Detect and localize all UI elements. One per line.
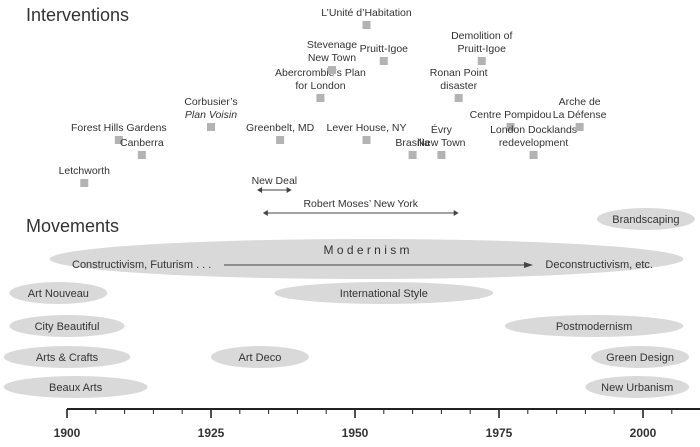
axis-tick-label-1950: 1950 — [342, 426, 369, 440]
modernism-arrow-head — [524, 262, 533, 268]
axis-tick-label-1975: 1975 — [486, 426, 513, 440]
modernism-start-label: Constructivism, Futurism . . . — [72, 259, 211, 271]
interventions-layer: Forest Hills Gardens Letchworth Canberra Co… — [59, 7, 607, 187]
movement-label-brandscaping: Brandscaping — [612, 214, 679, 226]
intervention-label-canberra: Canberra — [120, 137, 164, 149]
intervention-marker-unite-habitation — [362, 21, 371, 29]
intervention-label-ronan-point: disaster — [440, 80, 477, 92]
intervention-marker-letchworth — [80, 179, 89, 187]
movement-label-green-design: Green Design — [606, 352, 674, 364]
intervention-label-pruitt-igoe-demolition: Pruitt-Igoe — [457, 43, 506, 55]
intervention-label-unite-habitation: L’Unité d’Habitation — [321, 7, 412, 19]
intervention-marker-plan-voisin — [207, 123, 215, 131]
timeline-axis: 1900 1925 1950 1975 2000 — [54, 408, 700, 440]
movement-label-beaux-arts: Beaux Arts — [49, 382, 103, 394]
intervention-label-brasilia: Brasilia — [395, 137, 430, 149]
axis-tick-label-1900: 1900 — [54, 426, 81, 440]
intervention-label-evry: Évry — [431, 123, 453, 136]
intervention-marker-canberra — [137, 151, 146, 159]
movements-layer: M o d e r n i s m Constructivism, Futuris… — [3, 208, 695, 398]
movement-green-design — [591, 346, 690, 368]
intervention-marker-pruitt-igoe — [379, 57, 388, 65]
movement-label-new-urbanism: New Urbanism — [601, 382, 673, 394]
intervention-label-london-docklands: London Docklands — [490, 124, 577, 136]
intervention-marker-stevenage — [327, 66, 336, 74]
movement-label-art-deco: Art Deco — [239, 352, 282, 364]
modernism-ellipse — [49, 239, 684, 279]
span-arrow-end-robert-moses — [453, 210, 459, 216]
intervention-marker-london-docklands — [529, 151, 538, 159]
movement-label-postmodernism: Postmodernism — [556, 321, 632, 333]
spans-layer: New Deal Robert Moses’ New York — [252, 175, 459, 216]
intervention-label-pruitt-igoe-demolition: Demolition of — [451, 30, 512, 42]
intervention-label-forest-hills-gardens: Forest Hills Gardens — [71, 122, 167, 134]
movement-arts-crafts — [3, 346, 131, 368]
intervention-label-arche-defense: Arche de — [559, 96, 601, 108]
intervention-marker-pruitt-igoe-demolition — [477, 57, 486, 65]
intervention-marker-ronan-point — [454, 94, 463, 102]
intervention-label-stevenage: Stevenage — [307, 39, 357, 51]
movement-postmodernism — [504, 315, 684, 337]
intervention-label-lever-house: Lever House, NY — [327, 122, 407, 134]
intervention-label-evry: New Town — [417, 137, 465, 149]
movement-art-nouveau — [9, 282, 108, 304]
intervention-label-plan-voisin: Corbusier’s — [184, 96, 237, 108]
movement-brandscaping — [596, 208, 695, 230]
movement-label-international-style: International Style — [340, 288, 428, 300]
movement-label-city-beautiful: City Beautiful — [35, 321, 100, 333]
interventions-heading: Interventions — [26, 5, 129, 25]
movement-art-deco — [211, 346, 309, 368]
axis-tick-label-1925: 1925 — [198, 426, 225, 440]
intervention-label-ronan-point: Ronan Point — [430, 67, 488, 79]
span-label-new-deal: New Deal — [252, 175, 298, 187]
movement-beaux-arts — [3, 376, 148, 398]
intervention-marker-brasilia — [408, 151, 417, 159]
span-arrow-start-robert-moses — [262, 210, 268, 216]
modernism-title: M o d e r n i s m — [324, 243, 410, 257]
intervention-marker-centre-pompidou — [506, 123, 515, 131]
intervention-label-plan-voisin: Plan Voisin — [185, 109, 237, 121]
span-label-robert-moses: Robert Moses’ New York — [303, 198, 418, 210]
intervention-marker-arche-defense — [575, 123, 584, 131]
intervention-marker-forest-hills-gardens — [114, 136, 123, 144]
intervention-marker-abercrombie — [316, 94, 325, 102]
intervention-label-centre-pompidou: Centre Pompidou — [470, 109, 552, 121]
modernism-end-label: Deconstructivism, etc. — [545, 259, 653, 271]
movement-international-style — [274, 282, 494, 304]
intervention-label-abercrombie: for London — [295, 80, 345, 92]
intervention-label-abercrombie: Abercrombie’s Plan — [275, 67, 366, 79]
intervention-label-letchworth: Letchworth — [59, 165, 111, 177]
movement-label-arts-crafts: Arts & Crafts — [36, 352, 99, 364]
intervention-label-greenbelt: Greenbelt, MD — [246, 122, 315, 134]
intervention-marker-greenbelt — [276, 136, 285, 144]
axis-tick-label-2000: 2000 — [630, 426, 657, 440]
movement-label-art-nouveau: Art Nouveau — [28, 288, 89, 300]
movements-heading: Movements — [26, 216, 119, 236]
intervention-label-london-docklands: redevelopment — [499, 137, 569, 149]
movement-new-urbanism — [585, 376, 690, 398]
intervention-marker-lever-house — [362, 136, 371, 144]
intervention-label-pruitt-igoe: Pruitt-Igoe — [360, 43, 409, 55]
movement-city-beautiful — [9, 315, 125, 337]
intervention-label-arche-defense: La Défense — [553, 109, 607, 121]
intervention-marker-evry — [437, 151, 446, 159]
intervention-label-stevenage: New Town — [308, 52, 356, 64]
span-arrow-start-new-deal — [257, 187, 263, 193]
span-arrow-end-new-deal — [286, 187, 292, 193]
